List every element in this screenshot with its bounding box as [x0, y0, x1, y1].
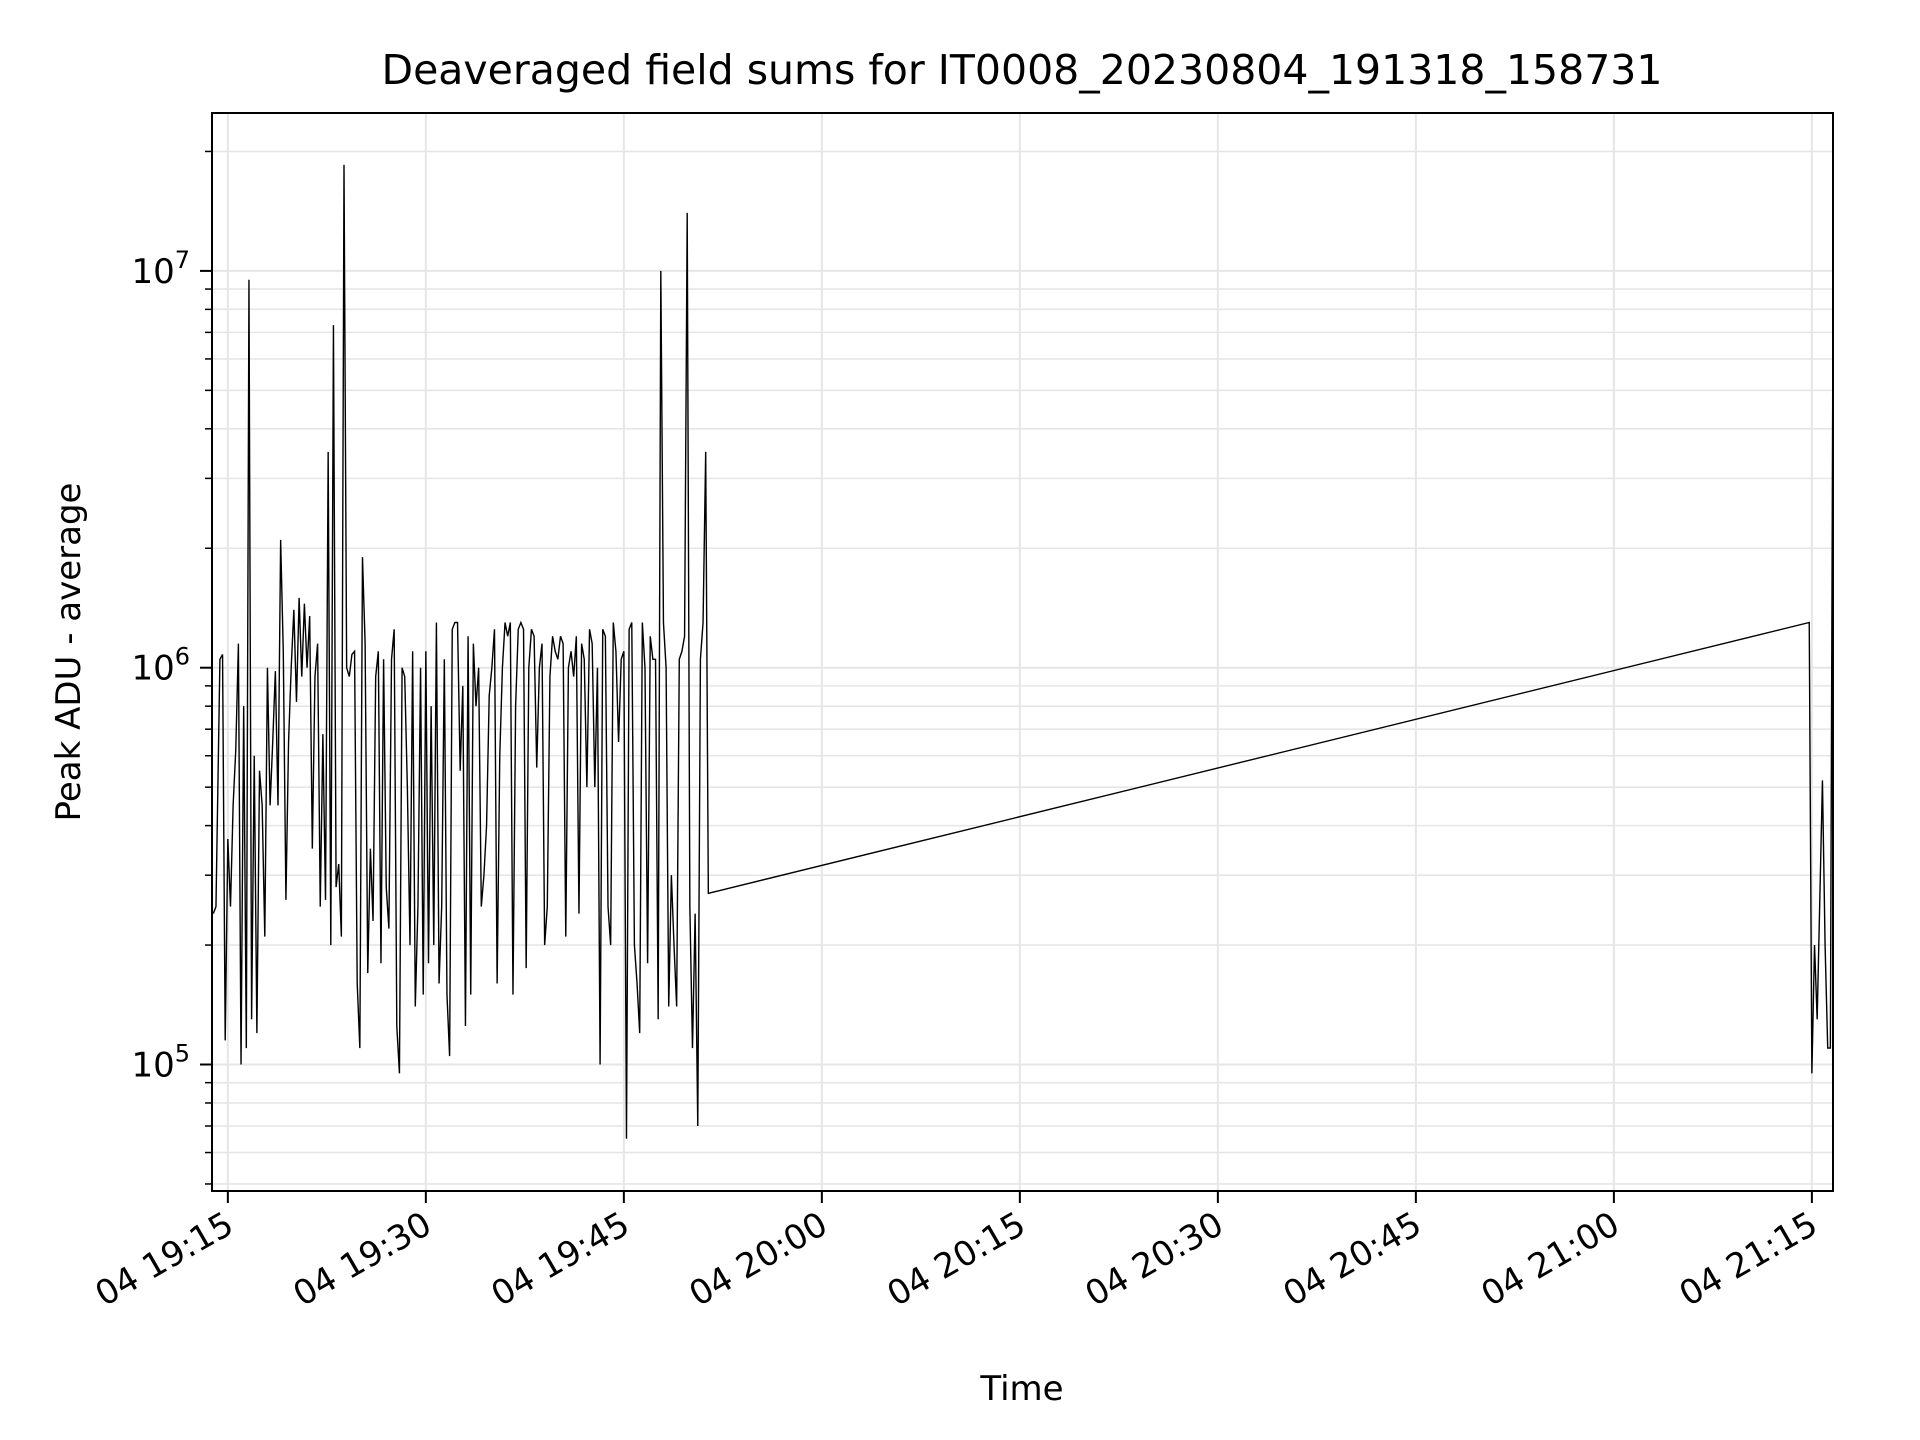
- y-axis-label: Peak ADU - average: [49, 483, 89, 822]
- y-tick-label-base: 10: [131, 649, 174, 689]
- y-tick-label-exponent: 5: [175, 1040, 190, 1068]
- y-tick-label-base: 10: [131, 1046, 174, 1086]
- plot-frame: [211, 112, 1834, 1192]
- y-tick-label: 106: [131, 643, 190, 689]
- series-line: [212, 164, 1834, 1139]
- chart-title: Deaveraged field sums for IT0008_2023080…: [382, 46, 1663, 94]
- y-tick-label: 105: [131, 1040, 190, 1086]
- grid-lines: [212, 113, 1833, 1191]
- plot-area: [212, 164, 1834, 1139]
- y-tick-label-exponent: 7: [175, 246, 190, 274]
- y-tick-label-exponent: 6: [175, 643, 190, 671]
- y-tick-label-base: 10: [131, 252, 174, 292]
- x-axis-label: Time: [979, 1369, 1063, 1409]
- y-tick-label: 107: [131, 246, 190, 292]
